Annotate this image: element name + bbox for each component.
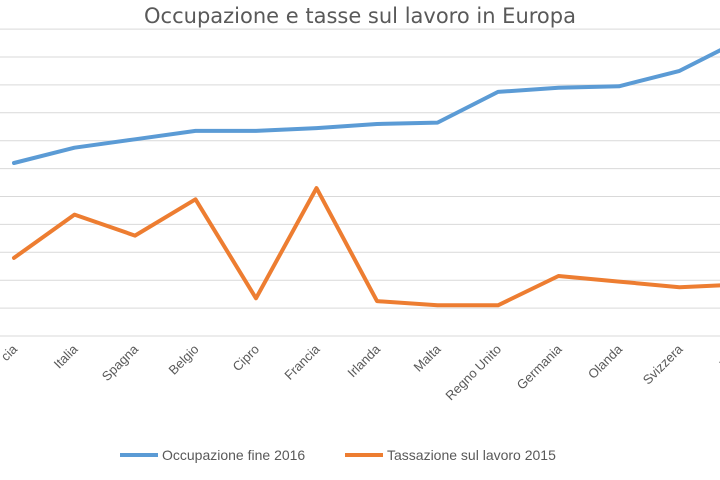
chart-title: Occupazione e tasse sul lavoro in Europa: [144, 4, 576, 28]
x-tick-label: Olanda: [585, 341, 626, 382]
x-tick-label: Irlanda: [344, 341, 383, 380]
x-tick-label: Spagna: [99, 341, 142, 384]
x-tick-label: Italia: [51, 341, 82, 372]
gridlines: [0, 28, 720, 337]
x-axis-labels: cia Italia Spagna Belgio Cipro Francia Irlanda…: [0, 341, 720, 403]
x-tick-label: Belgio: [165, 342, 201, 378]
x-tick-label: Germania: [514, 341, 566, 393]
x-tick-label: Francia: [281, 341, 323, 383]
legend-label: Occupazione fine 2016: [162, 447, 305, 463]
x-tick-label: Regno Unito: [442, 342, 504, 404]
legend-label: Tassazione sul lavoro 2015: [387, 447, 556, 463]
legend: Occupazione fine 2016 Tassazione sul lavo…: [120, 447, 556, 463]
series-lines: [12, 48, 720, 308]
x-tick-label: Cipro: [230, 342, 263, 375]
x-tick-label: Islan: [716, 342, 720, 372]
x-tick-label: Svizzera: [640, 341, 686, 387]
series-line-2: [12, 186, 720, 308]
x-tick-label: Malta: [411, 341, 445, 375]
series-line-1: [12, 48, 720, 165]
x-tick-label: cia: [0, 341, 21, 364]
